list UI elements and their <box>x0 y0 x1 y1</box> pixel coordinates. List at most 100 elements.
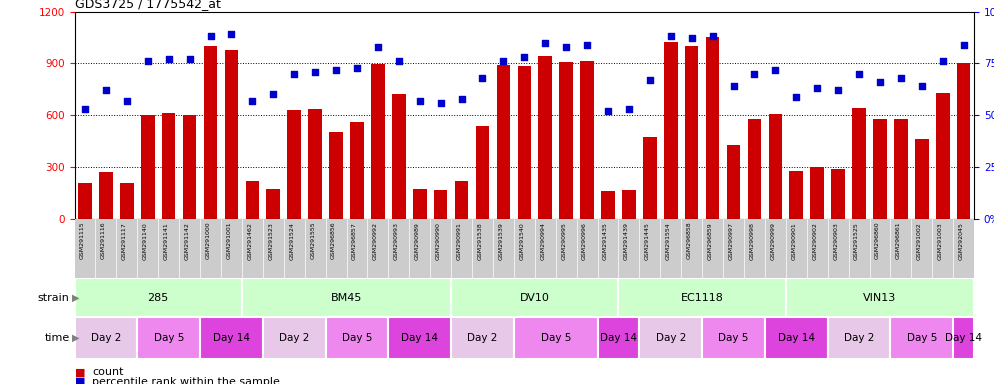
Bar <box>852 108 866 219</box>
Point <box>788 93 804 99</box>
Point <box>328 66 344 73</box>
Point <box>182 56 198 62</box>
Text: percentile rank within the sample: percentile rank within the sample <box>92 377 280 384</box>
Bar <box>371 64 385 219</box>
Text: GSM291555: GSM291555 <box>310 222 315 260</box>
Bar <box>953 317 974 359</box>
Point <box>851 71 867 77</box>
Text: time: time <box>45 333 70 343</box>
Point <box>538 40 554 46</box>
Point <box>517 54 533 60</box>
Bar <box>75 317 137 359</box>
Bar <box>873 119 887 219</box>
Point <box>119 98 135 104</box>
Bar <box>768 114 782 219</box>
Bar <box>747 119 761 219</box>
Bar <box>831 169 845 219</box>
Text: GSM291003: GSM291003 <box>937 222 942 260</box>
Point <box>746 71 762 77</box>
Bar <box>413 189 426 219</box>
Bar <box>765 317 828 359</box>
Bar <box>141 115 155 219</box>
Text: ▶: ▶ <box>72 333 80 343</box>
Text: GSM290901: GSM290901 <box>791 222 796 260</box>
Point <box>78 106 93 112</box>
Point <box>432 100 448 106</box>
Text: GSM296859: GSM296859 <box>708 222 713 260</box>
Bar <box>392 94 406 219</box>
Bar <box>936 93 949 219</box>
Text: 285: 285 <box>147 293 169 303</box>
Text: GSM291539: GSM291539 <box>498 222 503 260</box>
Bar <box>99 172 112 219</box>
Text: GSM290990: GSM290990 <box>435 222 440 260</box>
Text: GSM296857: GSM296857 <box>352 222 357 260</box>
Point <box>600 108 616 114</box>
Text: GSM290999: GSM290999 <box>770 222 775 260</box>
Text: ▶: ▶ <box>72 293 80 303</box>
Point <box>642 77 658 83</box>
Text: BM45: BM45 <box>331 293 362 303</box>
Point <box>809 85 825 91</box>
Point <box>684 35 700 41</box>
Point <box>559 44 575 50</box>
Bar <box>79 183 91 219</box>
Point <box>474 75 490 81</box>
Bar <box>350 122 364 219</box>
Text: GSM296858: GSM296858 <box>687 222 692 260</box>
Text: GSM290998: GSM290998 <box>749 222 754 260</box>
Text: Day 14: Day 14 <box>600 333 637 343</box>
Bar <box>957 63 970 219</box>
Text: Day 5: Day 5 <box>153 333 184 343</box>
Text: GSM291554: GSM291554 <box>666 222 671 260</box>
Text: GSM290991: GSM290991 <box>456 222 461 260</box>
Point <box>893 75 909 81</box>
Bar <box>137 317 200 359</box>
Point <box>412 98 427 104</box>
Bar <box>389 317 451 359</box>
Bar <box>514 317 597 359</box>
Text: GSM291525: GSM291525 <box>854 222 859 260</box>
Point <box>830 87 846 93</box>
Point <box>265 91 281 98</box>
Point <box>913 83 929 89</box>
Bar <box>915 139 928 219</box>
Bar <box>643 137 657 219</box>
Text: GSM292045: GSM292045 <box>958 222 963 260</box>
Text: GSM291116: GSM291116 <box>101 222 106 260</box>
Text: Day 5: Day 5 <box>342 333 372 343</box>
Text: Day 14: Day 14 <box>213 333 249 343</box>
Text: EC1118: EC1118 <box>681 293 724 303</box>
Point <box>872 79 888 85</box>
Text: strain: strain <box>38 293 70 303</box>
Bar <box>287 110 301 219</box>
Point <box>286 71 302 77</box>
Bar <box>262 317 326 359</box>
Text: GSM290995: GSM290995 <box>562 222 567 260</box>
Point <box>307 69 323 75</box>
Text: GSM290993: GSM290993 <box>394 222 399 260</box>
Point <box>663 33 679 40</box>
Text: Day 5: Day 5 <box>719 333 748 343</box>
Bar <box>539 56 552 219</box>
Bar <box>308 109 322 219</box>
Text: Day 5: Day 5 <box>907 333 937 343</box>
Text: GDS3725 / 1775542_at: GDS3725 / 1775542_at <box>75 0 221 10</box>
Text: count: count <box>92 367 124 377</box>
Text: GSM291000: GSM291000 <box>206 222 211 260</box>
Bar <box>120 184 133 219</box>
Text: GSM290996: GSM290996 <box>582 222 587 260</box>
Point <box>349 65 365 71</box>
Point <box>705 33 721 40</box>
Text: GSM291523: GSM291523 <box>268 222 273 260</box>
Point <box>726 83 742 89</box>
Bar <box>451 317 514 359</box>
Text: GSM291140: GSM291140 <box>143 222 148 260</box>
Text: GSM290989: GSM290989 <box>414 222 419 260</box>
Text: GSM296860: GSM296860 <box>875 222 880 260</box>
Text: GSM291445: GSM291445 <box>645 222 650 260</box>
Text: ■: ■ <box>75 377 85 384</box>
Point <box>767 66 783 73</box>
Text: GSM291002: GSM291002 <box>916 222 921 260</box>
Bar <box>706 38 720 219</box>
